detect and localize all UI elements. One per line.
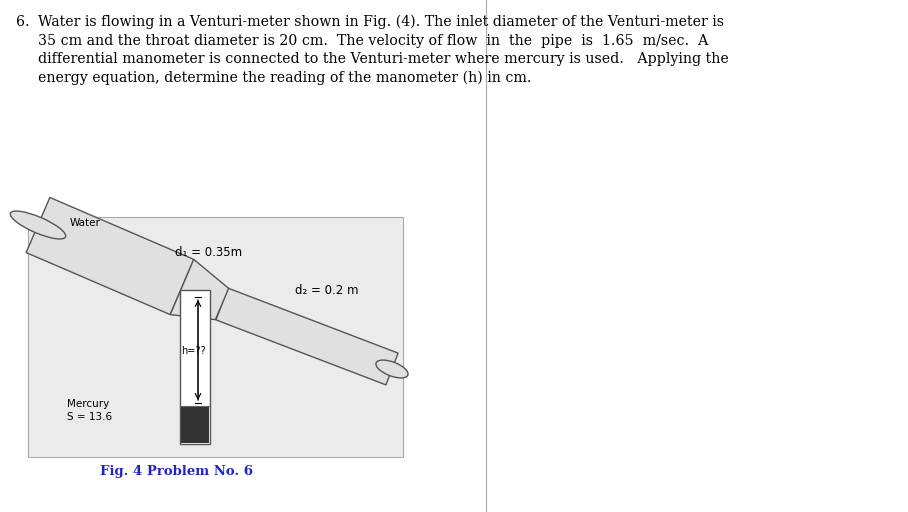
Text: Mercury: Mercury (67, 399, 109, 409)
Text: Fig. 4 Problem No. 6: Fig. 4 Problem No. 6 (100, 465, 253, 479)
Ellipse shape (376, 360, 408, 378)
Text: Water: Water (70, 218, 101, 228)
Polygon shape (216, 288, 398, 385)
Text: d₂ = 0.2 m: d₂ = 0.2 m (295, 284, 359, 296)
Ellipse shape (10, 211, 65, 239)
Bar (181, 407, 209, 443)
Text: Water is flowing in a Venturi-meter shown in Fig. (4). The inlet diameter of the: Water is flowing in a Venturi-meter show… (38, 15, 724, 29)
Text: d₁ = 0.35m: d₁ = 0.35m (175, 245, 242, 259)
Polygon shape (171, 260, 229, 319)
Text: S = 13.6: S = 13.6 (67, 412, 112, 422)
Bar (180, 290, 210, 444)
Polygon shape (26, 198, 194, 314)
Text: 6.: 6. (16, 15, 30, 29)
Text: 35 cm and the throat diameter is 20 cm.  The velocity of flow  in  the  pipe  is: 35 cm and the throat diameter is 20 cm. … (38, 33, 708, 48)
Text: energy equation, determine the reading of the manometer (h) in cm.: energy equation, determine the reading o… (38, 71, 531, 85)
Text: h=??: h=?? (181, 346, 205, 355)
Bar (28, 217, 403, 457)
Text: differential manometer is connected to the Venturi-meter where mercury is used. : differential manometer is connected to t… (38, 52, 729, 66)
